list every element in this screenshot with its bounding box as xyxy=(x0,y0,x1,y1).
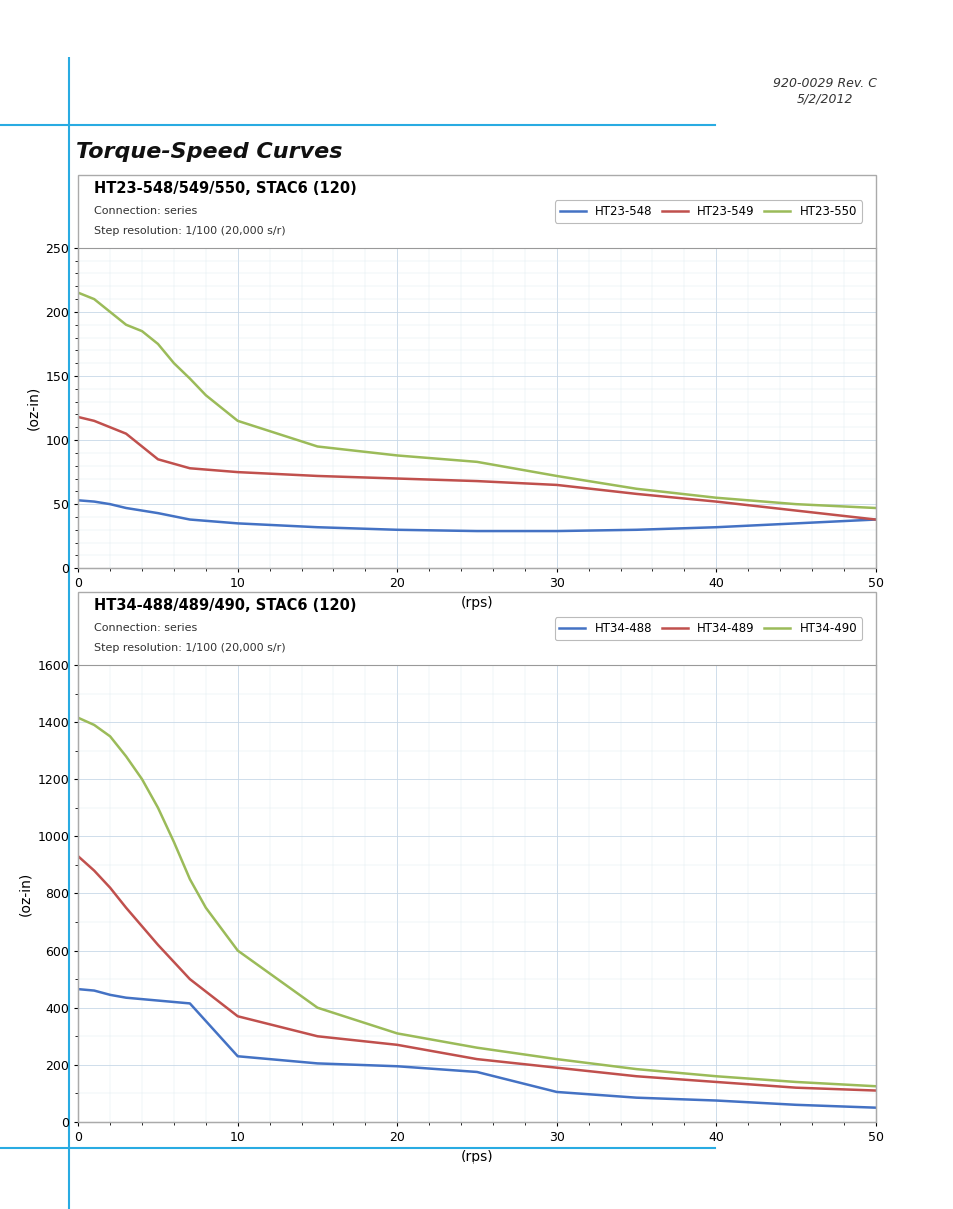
X-axis label: (rps): (rps) xyxy=(460,1150,493,1163)
Text: Connection: series: Connection: series xyxy=(94,623,197,632)
Y-axis label: (oz-in): (oz-in) xyxy=(26,386,40,430)
Text: HT23-548/549/550, STAC6 (120): HT23-548/549/550, STAC6 (120) xyxy=(94,181,356,196)
Legend: HT34-488, HT34-489, HT34-490: HT34-488, HT34-489, HT34-490 xyxy=(554,618,861,640)
Text: STAC6 Hardware manual: STAC6 Hardware manual xyxy=(100,75,562,108)
Text: 51: 51 xyxy=(456,1161,497,1190)
Text: Step resolution: 1/100 (20,000 s/r): Step resolution: 1/100 (20,000 s/r) xyxy=(94,643,286,653)
Y-axis label: (oz-in): (oz-in) xyxy=(18,872,31,915)
Legend: HT23-548, HT23-549, HT23-550: HT23-548, HT23-549, HT23-550 xyxy=(555,201,861,222)
Text: 920-0029 Rev. C
5/2/2012: 920-0029 Rev. C 5/2/2012 xyxy=(772,77,876,105)
Text: Connection: series: Connection: series xyxy=(94,206,197,215)
Text: Step resolution: 1/100 (20,000 s/r): Step resolution: 1/100 (20,000 s/r) xyxy=(94,226,286,236)
X-axis label: (rps): (rps) xyxy=(460,596,493,609)
Text: HT34-488/489/490, STAC6 (120): HT34-488/489/490, STAC6 (120) xyxy=(94,598,356,613)
Text: Torque-Speed Curves: Torque-Speed Curves xyxy=(76,141,342,162)
